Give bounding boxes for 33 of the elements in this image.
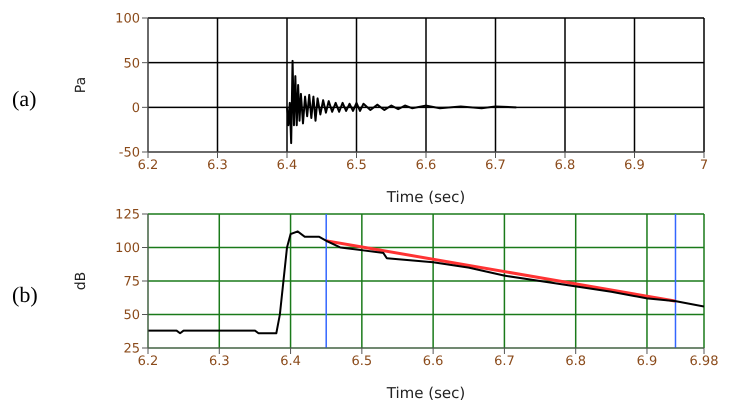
y-tick-label: 50 [123,56,140,72]
x-tick-label: 6.9 [636,354,658,370]
x-tick-label: 6.6 [422,354,444,370]
x-tick-label: 6.8 [554,158,576,174]
x-tick-label: 6.7 [485,158,506,174]
x-tick-label: 6.2 [138,158,158,174]
y-axis-title: dB [72,272,89,290]
y-axis-title: Pa [72,76,89,94]
x-tick-label: 6.9 [624,158,645,174]
x-axis-title: Time (sec) [386,188,466,206]
x-tick-label: 6.3 [208,354,230,370]
x-axis-title: Time (sec) [386,384,466,402]
x-tick-label: 6.4 [276,158,298,174]
text: (a) [12,86,36,111]
y-tick-label: 100 [115,12,140,27]
y-tick-label: 100 [115,241,140,256]
x-tick-label: 6.5 [352,354,372,370]
y-tick-label: 50 [123,308,140,324]
x-tick-label: 6.3 [207,158,228,174]
y-tick-label: 125 [115,208,140,223]
text: (b) [12,282,38,307]
x-tick-label: 6.5 [346,158,367,174]
x-tick-label: 7 [700,158,708,174]
x-tick-label: 6.8 [565,354,586,370]
x-tick-label: 6.7 [494,354,515,370]
x-tick-label: 6.98 [690,354,718,370]
y-tick-label: -50 [118,146,140,161]
y-tick-label: 75 [123,274,140,290]
y-tick-label: 25 [123,342,140,357]
y-tick-label: 0 [132,100,140,116]
x-tick-label: 6.4 [280,354,301,370]
x-tick-label: 6.6 [416,158,436,174]
x-tick-label: 6.2 [138,354,158,370]
